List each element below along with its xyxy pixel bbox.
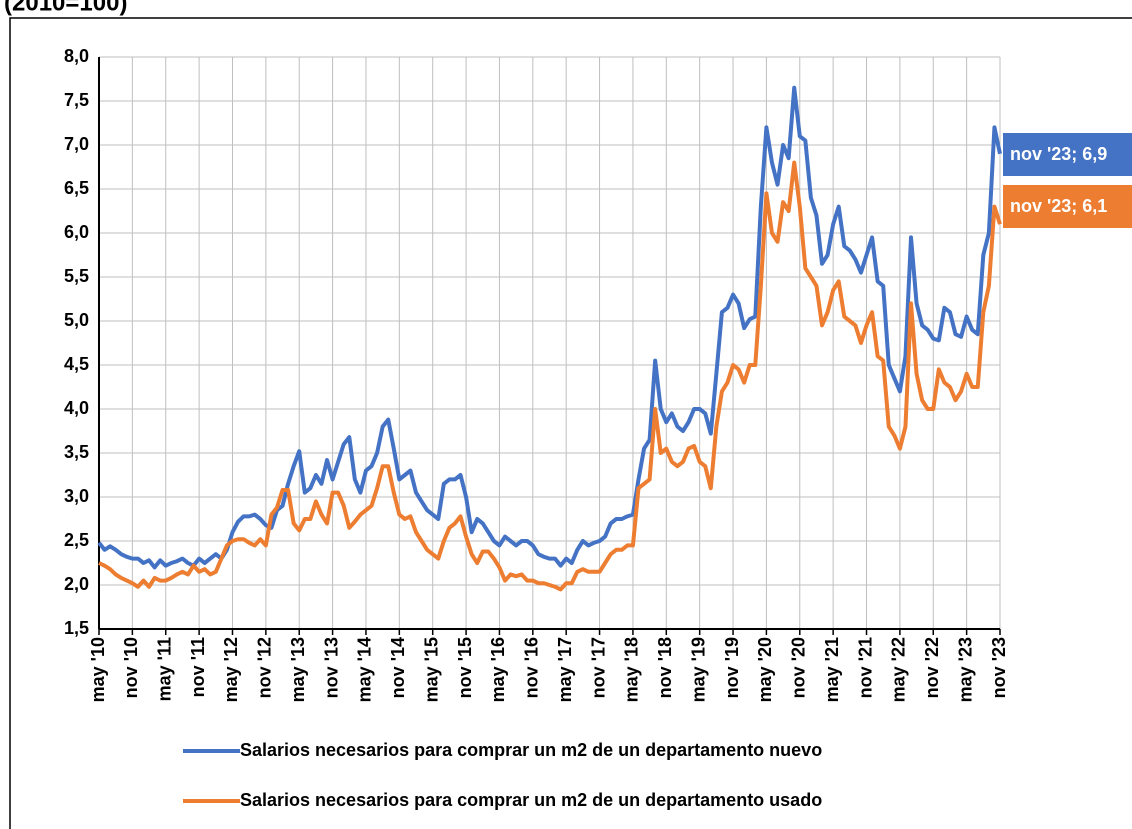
- x-tick-label: may '14: [355, 637, 375, 702]
- y-tick-label: 3,0: [64, 486, 89, 506]
- x-tick-label: may '10: [88, 637, 108, 702]
- y-tick-label: 8,0: [64, 46, 89, 66]
- x-tick-label: may '13: [288, 637, 308, 702]
- x-tick-label: may '11: [154, 637, 174, 701]
- y-tick-label: 5,5: [64, 266, 89, 286]
- end-label: nov '23; 6,9: [1010, 144, 1107, 164]
- x-tick-label: nov '20: [789, 637, 809, 698]
- x-tick-label: nov '11: [188, 637, 208, 697]
- plot: [97, 85, 1002, 592]
- legend-label: Salarios necesarios para comprar un m2 d…: [240, 790, 822, 810]
- y-tick-label: 5,0: [64, 310, 89, 330]
- y-tick-label: 7,0: [64, 134, 89, 154]
- x-tick-label: may '18: [622, 637, 642, 702]
- y-tick-label: 4,5: [64, 354, 89, 374]
- end-label: nov '23; 6,1: [1010, 196, 1107, 216]
- y-tick-label: 7,5: [64, 90, 89, 110]
- x-tick-label: nov '16: [522, 637, 542, 698]
- y-tick-label: 6,5: [64, 178, 89, 198]
- y-tick-label: 3,5: [64, 442, 89, 462]
- x-tick-label: nov '10: [121, 637, 141, 698]
- x-tick-label: may '15: [421, 637, 441, 702]
- series-line: [98, 160, 1002, 592]
- x-tick-label: nov '15: [455, 637, 475, 698]
- x-tick-label: nov '17: [588, 637, 608, 698]
- x-tick-label: nov '21: [855, 637, 875, 698]
- x-tick-label: may '22: [889, 637, 909, 702]
- x-tick-label: nov '23: [989, 637, 1009, 698]
- x-tick-label: may '12: [221, 637, 241, 702]
- x-tick-label: nov '22: [922, 637, 942, 698]
- y-tick-label: 1,5: [64, 618, 89, 638]
- x-tick-label: nov '18: [655, 637, 675, 698]
- end-label-box: [1003, 185, 1132, 228]
- chart-title: (2010=100): [4, 0, 127, 16]
- x-tick-label: nov '14: [388, 637, 408, 698]
- labels: 1,5 2,0 2,5 3,0 3,5 4,0 4,5 5,0 5,5 6,0 6,5 7,0 7,5 8…: [64, 46, 1132, 810]
- x-tick-label: may '17: [555, 637, 575, 702]
- x-tick-label: may '16: [488, 637, 508, 702]
- x-tick-label: may '23: [955, 637, 975, 702]
- x-tick-label: nov '13: [321, 637, 341, 698]
- x-tick-label: nov '12: [255, 637, 275, 698]
- y-tick-label: 2,5: [64, 530, 89, 550]
- x-tick-label: may '19: [688, 637, 708, 702]
- legend-label: Salarios necesarios para comprar un m2 d…: [240, 740, 822, 760]
- y-tick-label: 2,0: [64, 574, 89, 594]
- y-tick-label: 6,0: [64, 222, 89, 242]
- end-label-box: [1003, 133, 1132, 176]
- chart-frame: [9, 17, 1132, 829]
- series-line: [97, 85, 1002, 570]
- x-tick-label: nov '19: [722, 637, 742, 698]
- x-tick-label: may '20: [755, 637, 775, 702]
- y-tick-label: 4,0: [64, 398, 89, 418]
- x-tick-label: may '21: [822, 637, 842, 702]
